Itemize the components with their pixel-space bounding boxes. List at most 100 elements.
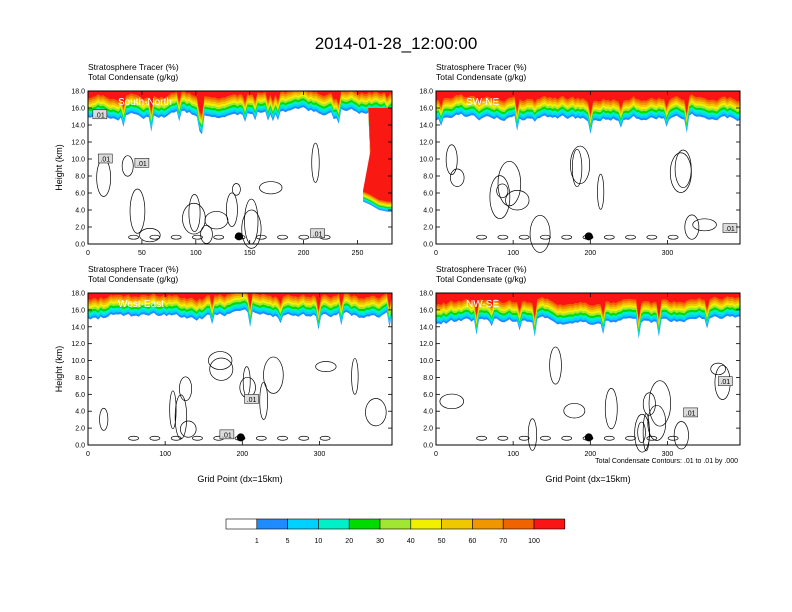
contour-label-box [718, 376, 733, 386]
condensate-contour [182, 202, 206, 235]
y-tick-label: 2.0 [423, 225, 433, 232]
y-tick-label: 8.0 [423, 174, 433, 181]
x-tick-label: 0 [86, 451, 90, 458]
colorbar-swatch [472, 518, 504, 530]
y-tick-label: 10.0 [71, 157, 85, 164]
condensate-contour [625, 234, 636, 240]
colorbar-label: 20 [345, 538, 353, 545]
condensate-contour [450, 168, 465, 187]
tracer-band-10 [436, 293, 740, 320]
contour-label: .01 [100, 157, 110, 164]
panel-header-tracer: Stratosphere Tracer (%) [436, 62, 527, 72]
y-tick-label: 6.0 [75, 392, 85, 399]
y-tick-label: 12.0 [71, 140, 85, 147]
colorbar-label: 100 [528, 538, 540, 545]
condensate-contour [128, 234, 139, 240]
colorbar: 1 5 10 20 30 40 50 60 70 100 [225, 518, 566, 545]
contour-label-box [722, 223, 738, 233]
y-tick-label: 18.0 [419, 89, 433, 96]
condensate-contour [259, 181, 283, 195]
y-tick-label: 0.0 [423, 443, 433, 450]
condensate-contour [604, 388, 618, 430]
panel-header-tracer: Stratosphere Tracer (%) [88, 264, 179, 274]
colorbar-label: 70 [499, 538, 507, 545]
condensate-contour [637, 421, 646, 443]
condensate-contour [634, 413, 650, 453]
colorbar-swatch [502, 518, 535, 530]
condensate-contour [179, 376, 193, 402]
x-tick-label: 0 [434, 250, 438, 257]
y-tick-label: 14.0 [71, 123, 85, 130]
x-tick-label: 200 [298, 250, 310, 257]
contour-label: .01 [720, 379, 730, 386]
x-tick-label: 50 [138, 250, 146, 257]
plot-area: .01 0.0 2.0 4.0 6.0 8.0 10.0 12.0 14.0 16.0 18.0 0 1… [419, 89, 741, 257]
y-tick-label: 2.0 [423, 426, 433, 433]
panel-sw-ne: Stratosphere Tracer (%) Total Condensate… [419, 62, 741, 257]
condensate-contour [277, 234, 288, 240]
y-tick-label: 18.0 [71, 89, 85, 96]
condensate-contour [242, 366, 251, 397]
condensate-contour [497, 234, 509, 240]
plot-frame [87, 292, 393, 446]
contour-label: .01 [95, 112, 105, 119]
panel-name: NW-SE [466, 299, 499, 310]
contour-label-box [97, 153, 113, 164]
condensate-contour [277, 435, 288, 441]
y-tick-label: 16.0 [71, 106, 85, 113]
y-tick-label: 2.0 [75, 225, 85, 232]
colorbar-swatch [410, 518, 442, 530]
y-tick-label: 10.0 [419, 157, 433, 164]
y-tick-label: 6.0 [75, 191, 85, 198]
condensate-contour [625, 435, 636, 441]
tracer-plume-10 [362, 108, 392, 202]
y-tick-label: 12.0 [71, 341, 85, 348]
plot-frame [435, 292, 741, 446]
colorbar-swatch [225, 518, 258, 530]
panel-name: South-North [118, 97, 172, 108]
condensate-contour [667, 435, 679, 441]
colorbar-label: 10 [315, 538, 323, 545]
condensate-contour [128, 435, 139, 441]
y-tick-label: 14.0 [419, 123, 433, 130]
plot-frame [87, 90, 393, 245]
condensate-contour [231, 183, 241, 196]
x-tick-label: 0 [86, 250, 90, 257]
plot-area: .01 .01 0.0 2.0 4.0 6.0 8.0 10.0 12.0 14.0 16.0 18.… [54, 291, 393, 484]
y-tick-label: 18.0 [419, 291, 433, 298]
y-axis-label: Height (km) [54, 144, 64, 191]
colorbar-label: 40 [407, 538, 415, 545]
y-tick-label: 14.0 [71, 324, 85, 331]
condensate-contour [673, 421, 689, 450]
colorbar-label: 30 [376, 538, 384, 545]
condensate-contour [540, 435, 551, 441]
y-tick-label: 10.0 [419, 358, 433, 365]
condensate-contour [255, 234, 267, 240]
condensate-contour [603, 435, 615, 441]
y-tick-label: 0.0 [75, 443, 85, 450]
contour-label-box [683, 407, 698, 418]
condensate-contour [489, 175, 511, 219]
x-tick-label: 300 [662, 250, 674, 257]
condensate-contour [527, 418, 537, 451]
condensate-contour [149, 234, 161, 240]
location-dot [236, 433, 245, 442]
x-tick-label: 150 [244, 250, 256, 257]
location-dot [584, 433, 593, 442]
condensate-contour [439, 393, 464, 410]
condensate-contour [529, 214, 551, 253]
condensate-contour [149, 435, 161, 441]
plot-area: .01 .01 0.0 2.0 4.0 6.0 8.0 10.0 12.0 14.0 16.0 18.… [419, 291, 741, 484]
colorbar-swatch [318, 518, 350, 530]
condensate-contour [518, 435, 530, 441]
condensate-contour [139, 228, 161, 243]
colorbar-swatch [287, 518, 319, 530]
location-dot [234, 232, 243, 241]
x-tick-label: 250 [352, 250, 364, 257]
condensate-contour [298, 435, 310, 441]
y-tick-label: 6.0 [423, 191, 433, 198]
condensate-contour [540, 234, 551, 240]
tracer-band-10 [88, 91, 392, 115]
condensate-contour [298, 234, 310, 240]
y-tick-label: 10.0 [71, 358, 85, 365]
